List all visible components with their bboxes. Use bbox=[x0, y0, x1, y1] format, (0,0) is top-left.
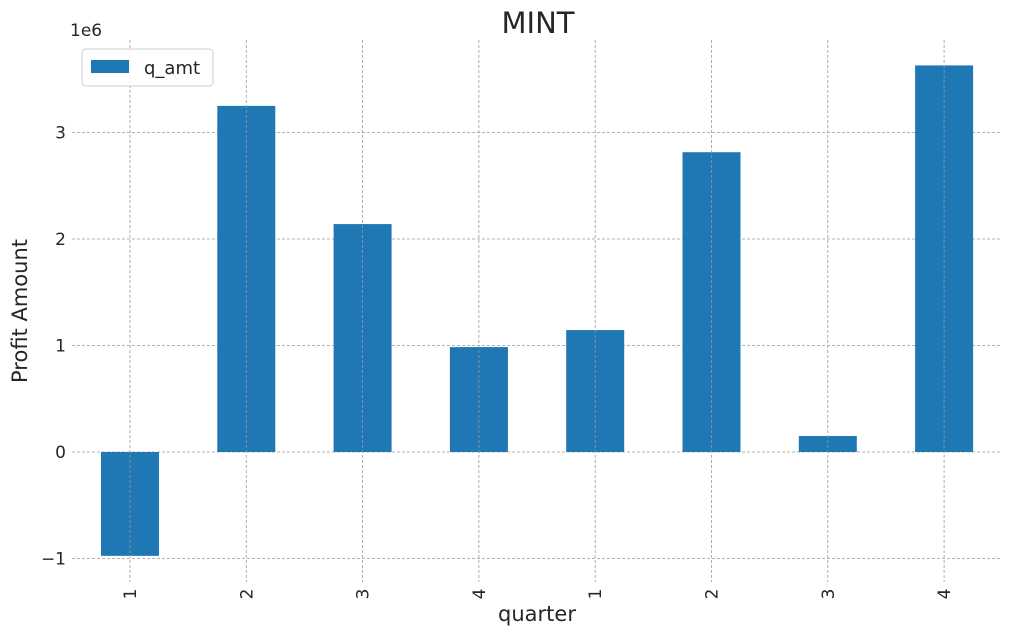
chart-title: MINT bbox=[502, 6, 575, 40]
y-scale-label: 1e6 bbox=[70, 21, 102, 41]
grid bbox=[72, 132, 1002, 559]
x-tick-label: 2 bbox=[237, 589, 257, 600]
vertical-grid bbox=[129, 40, 945, 582]
legend: q_amt bbox=[81, 48, 214, 87]
tick-labels: −1 0 1 2 3 1 2 3 4 1 2 3 4 bbox=[41, 124, 955, 600]
y-tick-label: 2 bbox=[55, 230, 66, 250]
x-tick-label: 1 bbox=[586, 589, 606, 600]
y-tick-label: 3 bbox=[55, 124, 66, 144]
bar bbox=[101, 452, 159, 556]
x-axis-title: quarter bbox=[498, 602, 576, 626]
bar bbox=[449, 347, 508, 452]
legend-frame bbox=[81, 48, 214, 87]
bar bbox=[217, 105, 276, 452]
bar bbox=[915, 65, 974, 452]
legend-swatch bbox=[91, 60, 129, 73]
x-tick-label: 3 bbox=[354, 589, 374, 600]
y-tick-label: 1 bbox=[55, 337, 66, 357]
x-tick-label: 4 bbox=[470, 589, 490, 600]
bars bbox=[101, 65, 974, 556]
y-axis-title: Profit Amount bbox=[8, 239, 32, 383]
bar bbox=[798, 436, 857, 452]
x-tick-label: 2 bbox=[703, 589, 723, 600]
legend-label: q_amt bbox=[144, 58, 200, 79]
x-tick-label: 4 bbox=[935, 589, 955, 600]
y-tick-label: −1 bbox=[41, 550, 66, 570]
x-tick-label: 1 bbox=[121, 589, 141, 600]
y-tick-label: 0 bbox=[55, 443, 66, 463]
x-tick-label: 3 bbox=[819, 589, 839, 600]
